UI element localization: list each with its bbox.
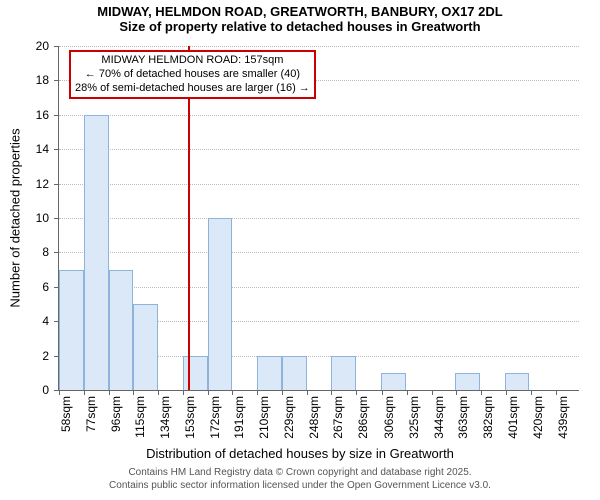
histogram-bar: [282, 356, 307, 390]
x-tick-mark: [432, 390, 433, 395]
x-tick-label: 439sqm: [556, 396, 570, 439]
y-tick-label: 12: [36, 177, 59, 191]
y-tick-label: 14: [36, 142, 59, 156]
x-tick-mark: [133, 390, 134, 395]
histogram-bar: [133, 304, 158, 390]
annotation-line: MIDWAY HELMDON ROAD: 157sqm: [75, 54, 310, 68]
x-tick-label: 420sqm: [531, 396, 545, 439]
histogram-bar: [331, 356, 356, 390]
x-tick-mark: [257, 390, 258, 395]
x-tick-mark: [356, 390, 357, 395]
title-line-1: MIDWAY, HELMDON ROAD, GREATWORTH, BANBUR…: [0, 4, 600, 19]
x-tick-mark: [531, 390, 532, 395]
y-tick-label: 0: [42, 383, 59, 397]
x-tick-mark: [84, 390, 85, 395]
x-tick-label: 325sqm: [407, 396, 421, 439]
x-tick-label: 248sqm: [307, 396, 321, 439]
x-tick-label: 153sqm: [183, 396, 197, 439]
x-tick-label: 344sqm: [432, 396, 446, 439]
y-tick-label: 20: [36, 39, 59, 53]
title-line-2: Size of property relative to detached ho…: [0, 19, 600, 34]
x-tick-label: 401sqm: [506, 396, 520, 439]
x-tick-label: 382sqm: [481, 396, 495, 439]
gridline-h: [59, 287, 579, 288]
histogram-bar: [257, 356, 282, 390]
histogram-bar: [455, 373, 480, 390]
x-tick-mark: [59, 390, 60, 395]
x-tick-mark: [556, 390, 557, 395]
x-tick-label: 96sqm: [109, 396, 123, 432]
x-tick-label: 172sqm: [208, 396, 222, 439]
x-tick-mark: [282, 390, 283, 395]
x-tick-mark: [481, 390, 482, 395]
footer-line-1: Contains HM Land Registry data © Crown c…: [0, 466, 600, 479]
annotation-line: 28% of semi-detached houses are larger (…: [75, 82, 310, 96]
x-tick-label: 286sqm: [356, 396, 370, 439]
y-tick-label: 8: [42, 245, 59, 259]
y-tick-label: 6: [42, 280, 59, 294]
x-tick-label: 77sqm: [84, 396, 98, 432]
gridline-h: [59, 115, 579, 116]
x-tick-mark: [331, 390, 332, 395]
x-tick-mark: [109, 390, 110, 395]
x-tick-label: 115sqm: [133, 396, 147, 438]
chart-title: MIDWAY, HELMDON ROAD, GREATWORTH, BANBUR…: [0, 4, 600, 34]
gridline-h: [59, 149, 579, 150]
y-axis-label: Number of detached properties: [8, 128, 23, 307]
x-tick-mark: [158, 390, 159, 395]
plot-area: 0246810121416182058sqm77sqm96sqm115sqm13…: [58, 46, 579, 391]
x-tick-label: 191sqm: [232, 396, 246, 439]
histogram-bar: [208, 218, 233, 390]
x-tick-label: 306sqm: [382, 396, 396, 439]
x-tick-label: 229sqm: [282, 396, 296, 439]
footer-attribution: Contains HM Land Registry data © Crown c…: [0, 466, 600, 492]
gridline-h: [59, 218, 579, 219]
histogram-bar: [505, 373, 530, 390]
y-tick-label: 4: [42, 314, 59, 328]
annotation-line: ← 70% of detached houses are smaller (40…: [75, 68, 310, 82]
x-tick-mark: [183, 390, 184, 395]
x-tick-label: 363sqm: [456, 396, 470, 439]
x-tick-mark: [506, 390, 507, 395]
x-tick-mark: [232, 390, 233, 395]
gridline-h: [59, 46, 579, 47]
histogram-bar: [381, 373, 406, 390]
y-tick-label: 2: [42, 349, 59, 363]
x-tick-mark: [456, 390, 457, 395]
histogram-bar: [109, 270, 134, 390]
gridline-h: [59, 184, 579, 185]
x-tick-label: 267sqm: [331, 396, 345, 439]
y-tick-label: 16: [36, 108, 59, 122]
x-tick-mark: [382, 390, 383, 395]
annotation-box: MIDWAY HELMDON ROAD: 157sqm← 70% of deta…: [69, 50, 316, 99]
histogram-bar: [183, 356, 208, 390]
x-tick-mark: [407, 390, 408, 395]
footer-line-2: Contains public sector information licen…: [0, 479, 600, 492]
histogram-bar: [84, 115, 109, 390]
x-tick-label: 134sqm: [158, 396, 172, 439]
x-tick-label: 210sqm: [257, 396, 271, 439]
x-axis-label: Distribution of detached houses by size …: [0, 446, 600, 461]
gridline-h: [59, 252, 579, 253]
histogram-bar: [59, 270, 84, 390]
y-tick-label: 18: [36, 73, 59, 87]
x-tick-label: 58sqm: [59, 396, 73, 432]
x-tick-mark: [208, 390, 209, 395]
x-tick-mark: [307, 390, 308, 395]
y-tick-label: 10: [36, 211, 59, 225]
